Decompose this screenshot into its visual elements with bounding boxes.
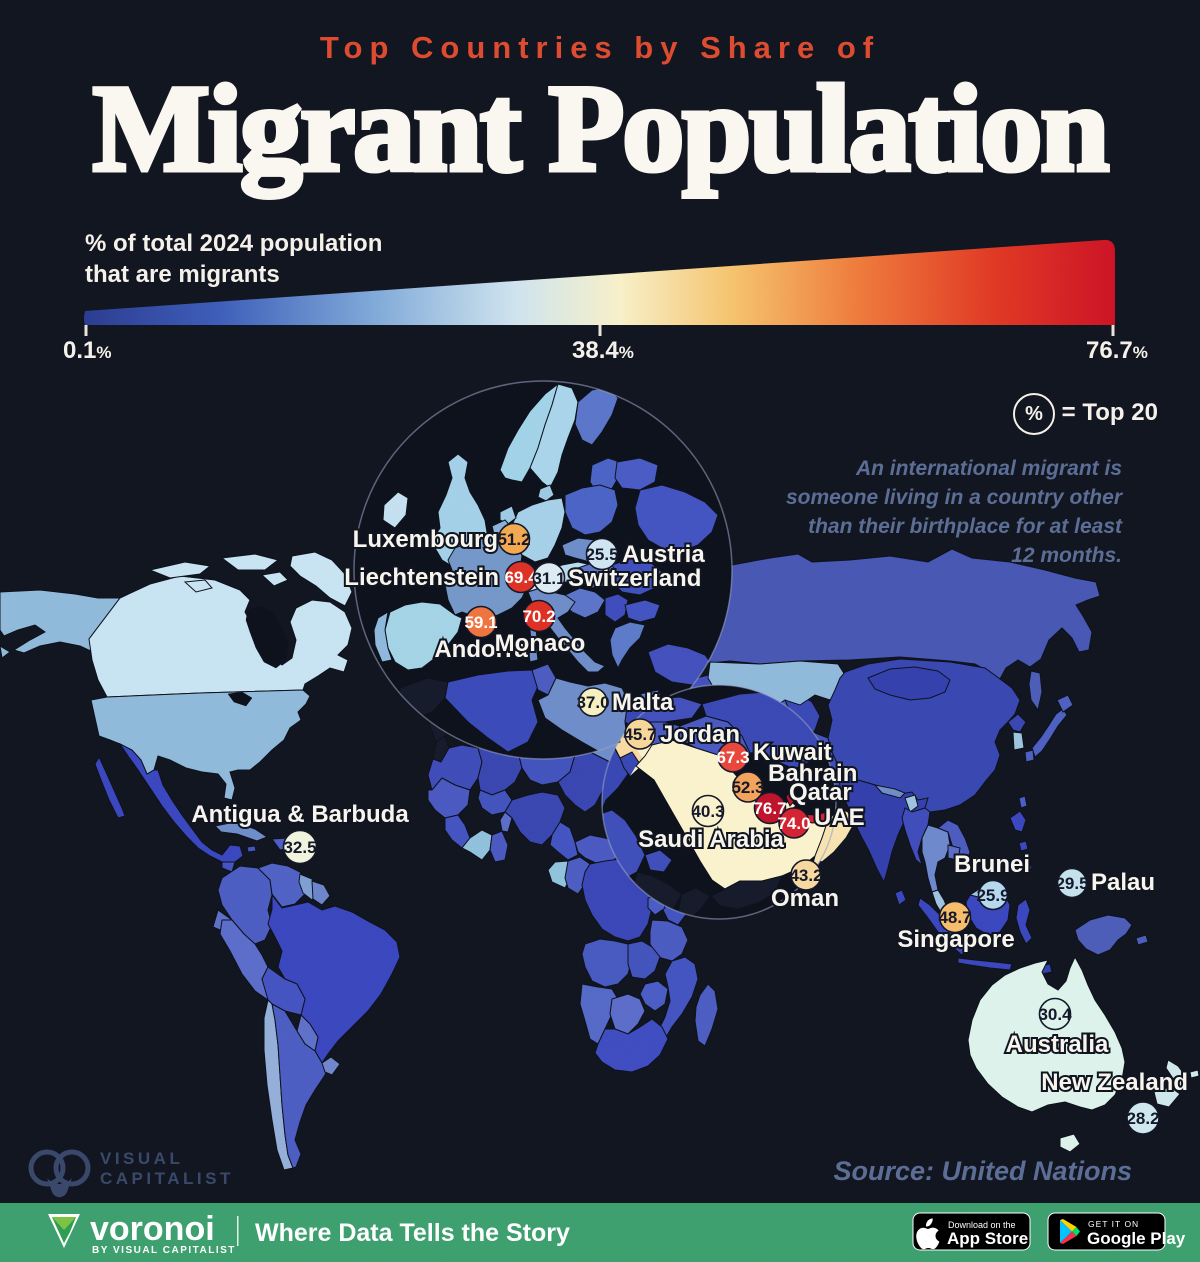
svg-text:Singapore: Singapore — [897, 926, 1014, 953]
svg-text:Antigua & Barbuda: Antigua & Barbuda — [191, 801, 409, 828]
svg-text:52.3: 52.3 — [731, 778, 764, 797]
svg-text:31.1: 31.1 — [532, 569, 565, 588]
svg-text:Google Play: Google Play — [1087, 1229, 1186, 1248]
svg-text:29.5: 29.5 — [1055, 874, 1088, 893]
svg-text:Where Data Tells the Story: Where Data Tells the Story — [255, 1219, 570, 1247]
svg-text:43.2: 43.2 — [789, 866, 822, 885]
svg-text:74.0: 74.0 — [777, 814, 810, 833]
svg-text:Qatar: Qatar — [789, 779, 852, 806]
svg-text:67.3: 67.3 — [716, 748, 749, 767]
svg-text:VISUAL: VISUAL — [100, 1149, 183, 1168]
svg-text:37.0: 37.0 — [576, 693, 609, 712]
svg-text:25.9: 25.9 — [976, 886, 1009, 905]
svg-text:Jordan: Jordan — [660, 721, 740, 748]
svg-text:45.7: 45.7 — [623, 725, 656, 744]
svg-text:70.2: 70.2 — [522, 607, 555, 626]
svg-text:CAPITALIST: CAPITALIST — [100, 1169, 234, 1188]
svg-text:Malta: Malta — [612, 689, 674, 716]
svg-text:Luxembourg: Luxembourg — [353, 526, 498, 553]
svg-text:Saudi Arabia: Saudi Arabia — [638, 826, 784, 853]
svg-text:Switzerland: Switzerland — [568, 565, 701, 592]
svg-text:New Zealand: New Zealand — [1041, 1069, 1188, 1096]
svg-text:voronoi: voronoi — [90, 1210, 215, 1248]
svg-text:Bahrain: Bahrain — [768, 760, 857, 787]
svg-text:28.2: 28.2 — [1126, 1109, 1159, 1128]
svg-text:25.5: 25.5 — [585, 545, 618, 564]
svg-text:Australia: Australia — [1006, 1031, 1109, 1058]
svg-text:40.3: 40.3 — [691, 802, 724, 821]
svg-text:69.4: 69.4 — [504, 568, 538, 587]
svg-text:51.2: 51.2 — [497, 530, 530, 549]
svg-text:App Store: App Store — [947, 1229, 1028, 1248]
svg-text:76.7: 76.7 — [753, 799, 786, 818]
svg-text:59.1: 59.1 — [464, 613, 497, 632]
svg-text:Brunei: Brunei — [954, 851, 1030, 878]
svg-text:32.5: 32.5 — [283, 838, 316, 857]
svg-text:Andorra: Andorra — [434, 636, 528, 663]
svg-text:Monaco: Monaco — [495, 630, 586, 657]
svg-text:Oman: Oman — [771, 885, 839, 912]
svg-text:Palau: Palau — [1091, 869, 1155, 896]
svg-text:GET IT ON: GET IT ON — [1088, 1219, 1139, 1229]
svg-text:48.7: 48.7 — [938, 908, 971, 927]
svg-text:BY VISUAL CAPITALIST: BY VISUAL CAPITALIST — [92, 1245, 236, 1256]
svg-text:Austria: Austria — [622, 541, 705, 568]
svg-text:UAE: UAE — [814, 804, 865, 831]
svg-text:30.4: 30.4 — [1038, 1005, 1072, 1024]
svg-text:Download on the: Download on the — [948, 1220, 1016, 1230]
svg-text:Liechtenstein: Liechtenstein — [344, 564, 499, 591]
svg-text:Kuwait: Kuwait — [753, 739, 832, 766]
